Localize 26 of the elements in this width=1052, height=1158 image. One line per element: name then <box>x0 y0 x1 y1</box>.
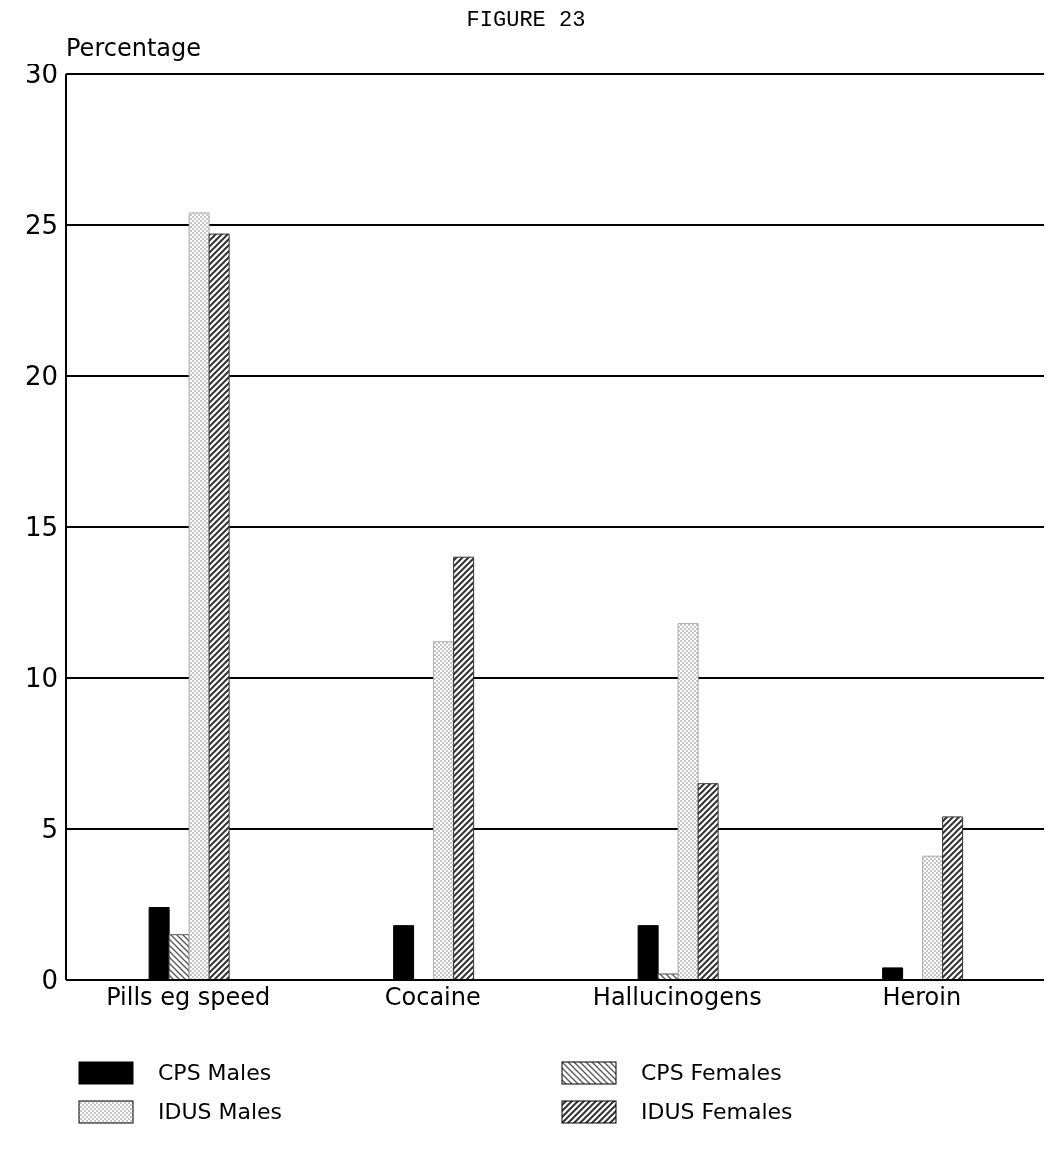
x-tick-label: Hallucinogens <box>592 983 762 1012</box>
legend-label: CPS Females <box>641 1060 782 1085</box>
x-tick-label: Heroin <box>882 983 962 1012</box>
y-tick-label: 20 <box>24 361 58 392</box>
legend-label: IDUS Females <box>641 1099 793 1124</box>
bar <box>208 233 230 980</box>
x-tick-label: Pills eg speed <box>106 983 271 1012</box>
y-tick-label: 15 <box>24 512 58 543</box>
chart-title: FIGURE 23 <box>465 8 587 34</box>
y-tick-label: 25 <box>24 210 58 241</box>
x-tick-label: Cocaine <box>384 983 481 1012</box>
y-tick-label: 0 <box>41 965 58 996</box>
bar <box>433 641 455 980</box>
bar <box>677 623 699 980</box>
y-tick-label: 5 <box>41 814 58 845</box>
legend-label: CPS Males <box>158 1060 272 1085</box>
bar <box>922 855 944 980</box>
y-axis-title: Percentage <box>66 34 202 62</box>
y-tick-label: 30 <box>24 59 58 90</box>
bar <box>697 783 719 980</box>
bar <box>942 816 964 980</box>
y-tick-label: 10 <box>24 663 58 694</box>
bar <box>188 212 210 980</box>
bar <box>168 934 190 980</box>
legend-label: IDUS Males <box>158 1099 283 1124</box>
bar <box>453 556 475 980</box>
